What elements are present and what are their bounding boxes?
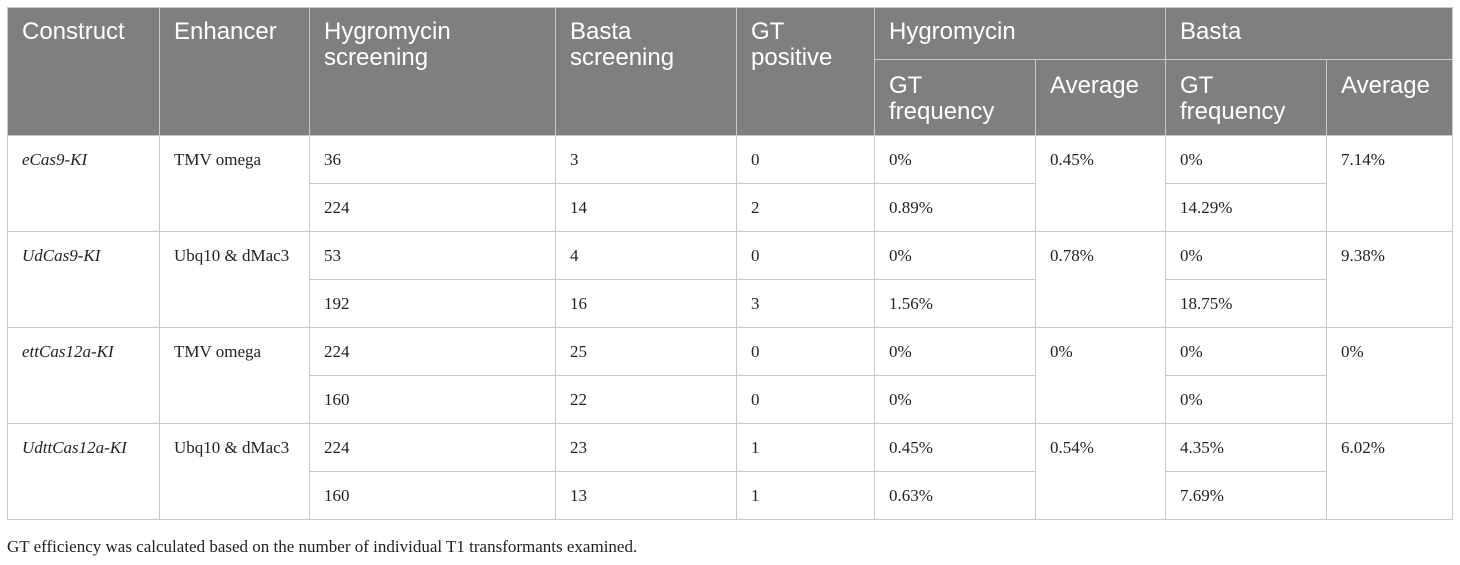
- hyg-average-cell: 0.45%: [1034, 135, 1167, 232]
- table-row: 192 16 3 1.56% 18.75%: [8, 279, 1453, 328]
- table-row: UdttCas12a-KI Ubq10 & dMac3 224 23 1 0.4…: [7, 423, 1454, 520]
- hygromycin-screening-cell: 224: [309, 327, 556, 376]
- header-basta-screening: Basta screening: [555, 7, 737, 136]
- header-hyg-average: Average: [1034, 59, 1167, 136]
- construct-cell: eCas9-KI: [7, 135, 160, 232]
- header-gt-positive: GT positive: [736, 7, 875, 136]
- basta-average-cell: 6.02%: [1326, 423, 1454, 520]
- hygromycin-screening-cell: 224: [309, 183, 556, 232]
- hygromycin-screening-cell: 160: [309, 375, 556, 424]
- header-row-top: Construct Enhancer Hygromycin screening …: [7, 7, 1454, 136]
- construct-cell: ettCas12a-KI: [7, 327, 160, 424]
- gt-positive-cell: 0: [736, 231, 875, 280]
- header-enhancer: Enhancer: [159, 7, 310, 136]
- gt-positive-cell: 1: [736, 471, 875, 520]
- table-footnote: GT efficiency was calculated based on th…: [7, 537, 638, 556]
- basta-screening-cell: 16: [555, 279, 737, 328]
- hyg-gt-frequency-cell: 0%: [874, 231, 1036, 280]
- table-row: 160 13 1 0.63% 7.69%: [8, 471, 1453, 520]
- header-row-sub: GT frequency Average GT frequency Averag…: [8, 59, 1454, 136]
- basta-gt-frequency-cell: 0%: [1165, 375, 1328, 424]
- hyg-gt-frequency-cell: 1.56%: [874, 279, 1036, 328]
- basta-screening-cell: 4: [555, 231, 737, 280]
- basta-gt-frequency-cell: 0%: [1165, 231, 1328, 280]
- basta-gt-frequency-cell: 14.29%: [1165, 183, 1328, 232]
- hygromycin-screening-cell: 160: [309, 471, 556, 520]
- header-hygromycin-group: Hygromycin: [873, 7, 1167, 60]
- header-basta-gt-frequency: GT frequency: [1165, 59, 1328, 136]
- hygromycin-screening-cell: 36: [309, 135, 556, 184]
- header-hygromycin-screening: Hygromycin screening: [309, 7, 556, 136]
- gt-positive-cell: 3: [736, 279, 875, 328]
- header-hyg-gt-frequency: GT frequency: [874, 59, 1036, 136]
- header-basta-group: Basta: [1165, 7, 1454, 60]
- basta-screening-cell: 22: [555, 375, 737, 424]
- hyg-gt-frequency-cell: 0.89%: [874, 183, 1036, 232]
- basta-gt-frequency-cell: 0%: [1165, 327, 1328, 376]
- header-construct: Construct: [7, 7, 160, 136]
- hygromycin-screening-cell: 53: [309, 231, 556, 280]
- basta-screening-cell: 3: [555, 135, 737, 184]
- hyg-average-cell: 0.54%: [1034, 423, 1167, 520]
- basta-gt-frequency-cell: 18.75%: [1165, 279, 1328, 328]
- hyg-gt-frequency-cell: 0%: [874, 135, 1036, 184]
- table-row: 160 22 0 0% 0%: [8, 375, 1453, 424]
- table-row: UdCas9-KI Ubq10 & dMac3 53 4 0 0% 0.78% …: [7, 231, 1454, 328]
- hyg-gt-frequency-cell: 0.45%: [874, 423, 1036, 472]
- enhancer-cell: TMV omega: [159, 135, 310, 232]
- enhancer-cell: TMV omega: [159, 327, 310, 424]
- hyg-average-cell: 0.78%: [1034, 231, 1167, 328]
- table-header: Construct Enhancer Hygromycin screening …: [7, 7, 1454, 136]
- table-body: eCas9-KI TMV omega 36 3 0 0% 0.45% 0% 7.…: [7, 135, 1454, 520]
- basta-screening-cell: 23: [555, 423, 737, 472]
- basta-screening-cell: 25: [555, 327, 737, 376]
- basta-screening-cell: 14: [555, 183, 737, 232]
- hygromycin-screening-cell: 224: [309, 423, 556, 472]
- gt-positive-cell: 0: [736, 135, 875, 184]
- basta-average-cell: 0%: [1326, 327, 1454, 424]
- enhancer-cell: Ubq10 & dMac3: [159, 423, 310, 520]
- hyg-gt-frequency-cell: 0%: [874, 375, 1036, 424]
- hyg-gt-frequency-cell: 0%: [874, 327, 1036, 376]
- basta-screening-cell: 13: [555, 471, 737, 520]
- hyg-gt-frequency-cell: 0.63%: [874, 471, 1036, 520]
- table-row: ettCas12a-KI TMV omega 224 25 0 0% 0% 0%…: [7, 327, 1454, 424]
- basta-gt-frequency-cell: 4.35%: [1165, 423, 1328, 472]
- hygromycin-screening-cell: 192: [309, 279, 556, 328]
- construct-cell: UdttCas12a-KI: [7, 423, 160, 520]
- header-basta-average: Average: [1326, 59, 1454, 136]
- results-table: Construct Enhancer Hygromycin screening …: [7, 7, 1454, 520]
- basta-gt-frequency-cell: 0%: [1165, 135, 1328, 184]
- construct-cell: UdCas9-KI: [7, 231, 160, 328]
- table-row: eCas9-KI TMV omega 36 3 0 0% 0.45% 0% 7.…: [7, 135, 1454, 232]
- gt-positive-cell: 1: [736, 423, 875, 472]
- basta-average-cell: 9.38%: [1326, 231, 1454, 328]
- basta-gt-frequency-cell: 7.69%: [1165, 471, 1328, 520]
- gt-positive-cell: 0: [736, 327, 875, 376]
- enhancer-cell: Ubq10 & dMac3: [159, 231, 310, 328]
- gt-positive-cell: 0: [736, 375, 875, 424]
- basta-average-cell: 7.14%: [1326, 135, 1454, 232]
- hyg-average-cell: 0%: [1034, 327, 1167, 424]
- gt-positive-cell: 2: [736, 183, 875, 232]
